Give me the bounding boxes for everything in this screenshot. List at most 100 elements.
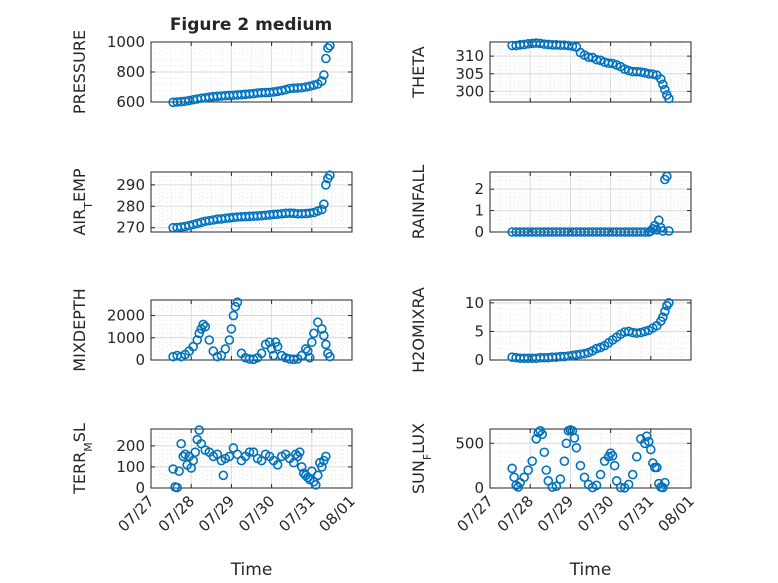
data-point [591, 480, 602, 491]
x-axis-label: Time [230, 560, 273, 580]
data-point [313, 317, 323, 328]
data-point [645, 444, 656, 455]
y-tick-label: 800 [116, 63, 145, 81]
data-point [266, 344, 277, 354]
data-point [561, 438, 572, 449]
series-points [507, 425, 670, 493]
series-points [507, 171, 674, 237]
plot-area [490, 429, 691, 488]
figure-title: Figure 2 medium [170, 15, 332, 35]
data-point [623, 479, 634, 490]
y-tick-label: 100 [116, 458, 145, 476]
y-tick-label: 500 [455, 434, 484, 452]
data-point [218, 470, 229, 481]
data-point [591, 343, 602, 354]
data-point [547, 482, 558, 492]
data-point [658, 79, 668, 90]
y-tick-label: 0 [474, 223, 484, 241]
series-points [168, 425, 331, 493]
subplot-mixdepth: 0 1000 2000 MIXDEPTH [70, 288, 353, 372]
data-point [319, 199, 329, 209]
data-point [294, 447, 305, 457]
axes-box [489, 41, 692, 103]
axes-box [150, 171, 353, 233]
y-tick-label: 0 [135, 479, 145, 497]
data-point [194, 425, 205, 435]
data-point [660, 84, 670, 95]
data-point [302, 346, 313, 356]
data-point [519, 472, 529, 483]
data-point [631, 451, 642, 462]
series-points [168, 297, 335, 365]
y-tick-label: 280 [116, 197, 145, 215]
y-axis-label-theta: THETA [409, 46, 428, 98]
subplot-h2omixra: 0 5 10 H2OMIXRA [409, 287, 692, 373]
data-point [537, 429, 548, 440]
axes-box [489, 299, 692, 361]
data-point [309, 80, 319, 90]
data-point [539, 447, 550, 458]
y-tick-label: 310 [455, 47, 484, 65]
data-point [188, 455, 199, 466]
data-point [662, 171, 672, 182]
series-points [507, 298, 674, 364]
y-tick-label: 1000 [107, 329, 145, 347]
data-point [311, 480, 321, 490]
data-point [313, 470, 323, 481]
data-point [288, 354, 299, 365]
data-point [212, 351, 223, 362]
data-point [190, 447, 201, 457]
data-point [639, 326, 650, 337]
axes-box [489, 171, 692, 233]
data-point [664, 298, 674, 308]
data-point [321, 180, 331, 190]
data-point [607, 451, 618, 461]
data-point [319, 330, 329, 341]
y-tick-label: 300 [455, 82, 484, 100]
data-point [569, 433, 580, 443]
data-point [513, 482, 523, 492]
data-point [652, 462, 662, 473]
data-point [321, 53, 331, 64]
data-point [309, 328, 319, 339]
data-point [323, 43, 333, 53]
data-point [317, 462, 327, 472]
data-point [319, 70, 329, 80]
data-point [317, 76, 327, 86]
data-point [306, 337, 317, 348]
data-point [660, 306, 670, 317]
series-points [507, 38, 674, 104]
data-point [172, 482, 182, 493]
subplot-air-temp: 270 280 290 AIRTEMP [70, 168, 353, 237]
series-points [168, 40, 335, 108]
data-point [658, 226, 668, 236]
data-point [541, 465, 552, 475]
data-point [321, 339, 331, 350]
data-point [168, 464, 178, 474]
y-tick-label: 0 [474, 479, 484, 497]
data-point [555, 474, 566, 484]
data-point [228, 310, 239, 321]
x-axis-label: Time [569, 560, 612, 580]
data-point [244, 447, 255, 457]
data-point [232, 297, 243, 308]
data-point [325, 170, 335, 181]
data-point [595, 469, 606, 480]
data-point [571, 442, 582, 453]
data-point [507, 463, 517, 474]
data-point [226, 324, 237, 334]
subplot-pressure: 600 800 1000 PRESSURE [70, 30, 353, 114]
y-tick-label: 5 [474, 322, 484, 340]
y-axis-label-terr-msl: TERRMSL [70, 423, 95, 495]
y-tick-label: 270 [116, 219, 145, 237]
data-point [204, 335, 215, 345]
data-point [609, 460, 620, 471]
y-axis-label-rainfall: RAINFALL [409, 165, 428, 240]
y-tick-label: 600 [116, 93, 145, 111]
data-point [256, 348, 267, 359]
data-point [641, 431, 652, 441]
data-point [575, 460, 586, 471]
